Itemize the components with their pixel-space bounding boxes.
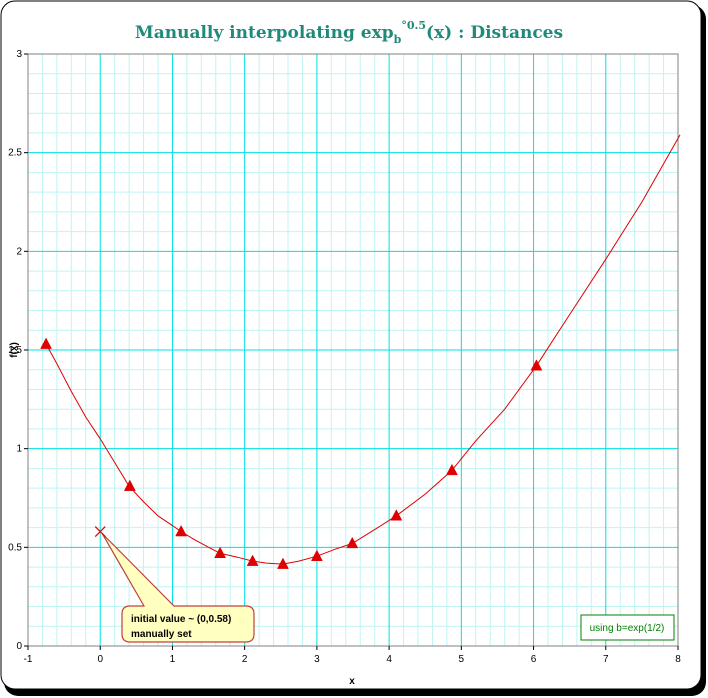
note-box [580, 614, 675, 641]
series-layer [40, 134, 681, 569]
series-marker [214, 546, 227, 559]
x-tick-label: -1 [24, 654, 33, 665]
chart-title: Manually interpolating expb°0.5(x) : Dis… [135, 19, 563, 46]
series-marker [246, 554, 259, 566]
x-tick-label: 1 [170, 654, 176, 665]
series-marker [346, 536, 359, 549]
y-axis-label: f(x) [9, 342, 20, 358]
x-tick-label: 5 [459, 654, 465, 665]
series-marker [123, 479, 136, 491]
series-marker [390, 509, 403, 521]
y-tick-label: 3 [16, 49, 22, 60]
x-tick-label: 7 [603, 654, 609, 665]
callout-line-2: manually set [131, 629, 192, 640]
initial-point-marker [94, 526, 106, 537]
x-tick-label: 6 [531, 654, 537, 665]
series-marker [277, 557, 289, 569]
series-marker [530, 359, 543, 371]
callout-box [101, 533, 255, 643]
x-tick-label: 4 [386, 654, 392, 665]
x-tick-label: 2 [242, 654, 248, 665]
x-axis-ticks: -1 0 1 2 3 4 5 6 7 8 [24, 646, 681, 665]
x-tick-label: 3 [314, 654, 320, 665]
series-marker [40, 337, 52, 349]
y-tick-label: 2 [16, 246, 22, 257]
chart-title-sub: b [394, 33, 402, 46]
series-marker [175, 525, 188, 537]
y-tick-label: 0 [16, 641, 22, 652]
chart-title-main: Manually interpolating exp [135, 23, 394, 43]
y-tick-label: 2.5 [8, 148, 22, 159]
x-tick-label: 8 [675, 654, 681, 665]
series-curve [45, 134, 681, 565]
chart-title-sup: °0.5 [401, 19, 426, 32]
series-marker [446, 463, 458, 476]
chart-title-rest: (x) : Distances [426, 23, 563, 43]
x-tick-label: 0 [97, 654, 103, 665]
note-box-text: using b=exp(1/2) [590, 623, 665, 634]
y-tick-label: 1.5 [8, 345, 22, 356]
series-marker [310, 549, 323, 561]
y-tick-label: 0.5 [8, 542, 22, 553]
callout-line-1: initial value ~ (0,0.58) [131, 614, 231, 625]
plot-area: -1 0 1 2 3 4 5 6 7 8 00.511.522.53 initial value … [8, 49, 681, 665]
y-axis-ticks: 0 0.5 1 1.5 2 2.5 3 [8, 49, 28, 652]
y-tick-label: 1 [16, 444, 22, 455]
x-axis-label: x [349, 676, 355, 687]
